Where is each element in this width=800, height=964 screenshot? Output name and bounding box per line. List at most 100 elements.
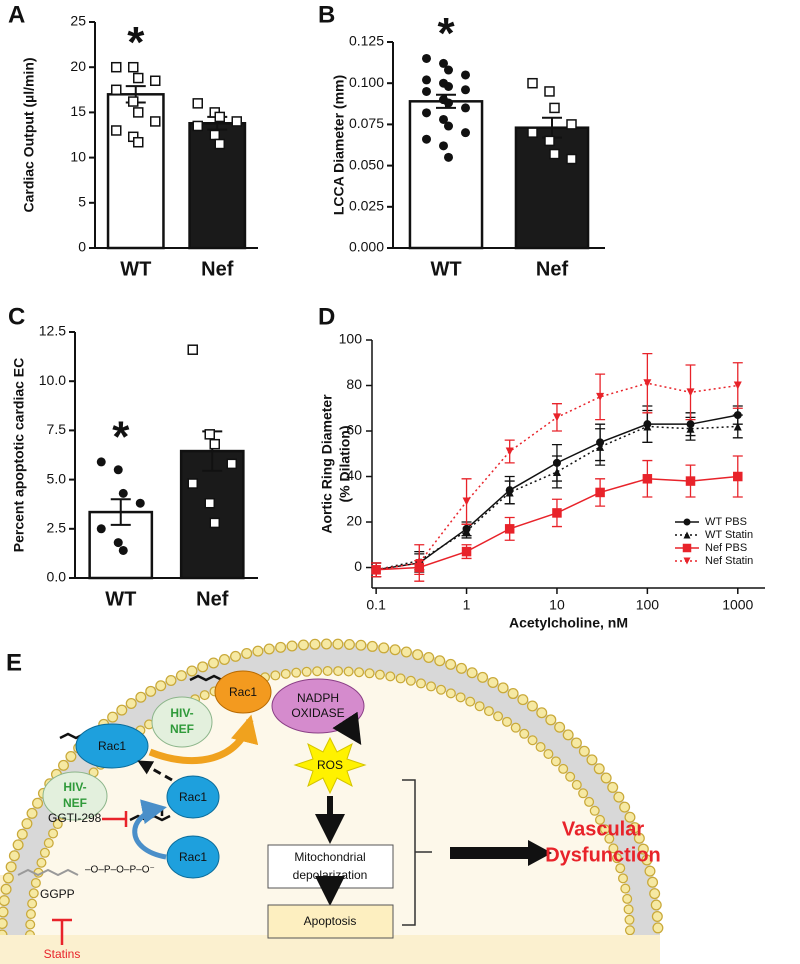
legend-label: WT PBS	[705, 516, 747, 528]
data-point	[643, 422, 652, 431]
node	[166, 835, 220, 879]
data-point	[231, 116, 242, 127]
arrow	[137, 760, 173, 782]
data-point	[150, 116, 161, 127]
data-point	[111, 61, 122, 73]
x-tick-label: 10	[549, 597, 565, 613]
y-tick-label: 25	[70, 13, 86, 29]
box	[267, 904, 394, 939]
x-tick-label: WT	[120, 258, 151, 280]
data-point	[444, 152, 453, 162]
bracket	[402, 779, 432, 926]
data-point	[187, 478, 198, 489]
data-point	[422, 134, 431, 144]
legend-label: Nef Statin	[705, 555, 753, 567]
node-label: NADPH	[297, 691, 339, 705]
ggpp-structure	[17, 868, 79, 877]
data-point	[642, 474, 653, 484]
node-label: ROS	[317, 758, 343, 772]
node	[214, 670, 272, 714]
legend-marker	[683, 557, 691, 565]
data-point	[113, 538, 123, 548]
data-point	[209, 438, 220, 450]
y-tick-label: 0.050	[349, 156, 384, 172]
inner-leaflet	[26, 667, 634, 939]
data-point	[204, 429, 215, 440]
data-point	[187, 344, 198, 355]
x-tick-label: 1	[463, 597, 471, 613]
data-point	[504, 524, 515, 534]
node-label: GGTI-298	[48, 811, 102, 825]
data-point	[527, 127, 538, 138]
legend-label: WT Statin	[705, 529, 753, 541]
data-point	[111, 125, 122, 136]
data-point	[686, 388, 695, 397]
data-point	[209, 517, 220, 529]
data-point	[552, 413, 561, 422]
panel-label: D	[318, 303, 335, 330]
data-point	[733, 381, 742, 390]
data-point	[444, 81, 453, 91]
data-point	[643, 379, 652, 388]
arrow	[148, 714, 259, 765]
y-tick-label: 80	[346, 376, 362, 392]
y-axis-label: Cardiac Output (µl/min)	[21, 57, 37, 212]
node	[42, 771, 108, 821]
x-tick-label: WT	[105, 588, 136, 610]
ggpp-phosphate: –O–P–O–P–O⁻	[85, 865, 155, 876]
data-point	[96, 457, 106, 467]
node-label: GGPP	[40, 887, 75, 901]
data-point	[96, 524, 106, 534]
node-label: NEF	[63, 796, 87, 810]
error-bar	[110, 498, 131, 526]
data-point	[128, 96, 139, 107]
data-point	[733, 471, 743, 482]
data-point	[544, 135, 555, 147]
data-point	[209, 129, 220, 141]
y-tick-label: 40	[346, 467, 362, 483]
data-point	[133, 136, 144, 148]
node	[151, 696, 213, 748]
node-label: depolarization	[293, 868, 368, 882]
y-axis-label: (% Dilation)	[337, 426, 353, 503]
data-point	[544, 86, 555, 97]
data-point	[135, 498, 145, 508]
extracellular-band	[0, 935, 660, 964]
arrow	[332, 711, 362, 746]
y-tick-label: 5	[78, 194, 86, 210]
y-tick-label: 60	[346, 422, 362, 438]
data-point	[118, 545, 128, 555]
y-tick-label: 0.125	[349, 33, 384, 49]
data-point	[686, 424, 695, 433]
data-point	[552, 508, 562, 518]
x-tick-label: 0.1	[366, 597, 386, 613]
data-point	[685, 476, 696, 486]
annotation: *	[112, 413, 130, 462]
node-label: Statins	[44, 947, 81, 961]
bar	[179, 449, 245, 580]
y-tick-label: 7.5	[47, 421, 67, 437]
data-point	[439, 114, 448, 124]
data-point	[462, 527, 471, 536]
y-axis-label: Percent apoptotic cardiac EC	[11, 358, 27, 553]
y-tick-label: 2.5	[47, 520, 67, 536]
data-point	[372, 565, 381, 574]
data-point	[596, 392, 605, 401]
data-point	[439, 58, 448, 68]
panel-label: B	[318, 1, 335, 28]
arrow-head	[528, 840, 552, 866]
x-axis-label: Acetylcholine, nM	[509, 615, 628, 631]
data-point	[111, 84, 122, 96]
data-point	[226, 458, 237, 470]
y-axis-label: LCCA Diameter (mm)	[331, 75, 347, 215]
x-tick-label: Nef	[536, 258, 569, 280]
inhibition	[52, 918, 72, 945]
data-point	[113, 465, 123, 475]
legend-marker	[682, 543, 692, 553]
y-tick-label: 20	[346, 513, 362, 529]
data-point	[204, 497, 215, 509]
data-point	[422, 53, 431, 63]
data-point	[461, 85, 470, 95]
legend-label: Nef PBS	[705, 542, 747, 554]
